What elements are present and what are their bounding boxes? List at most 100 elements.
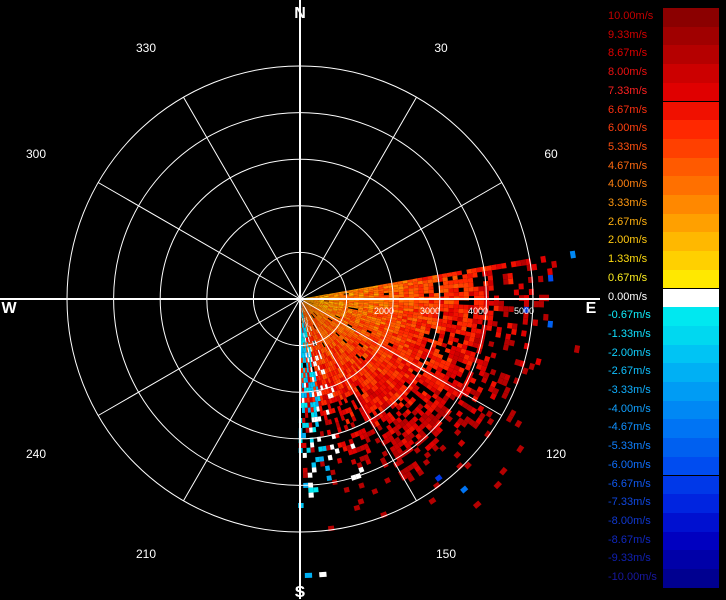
- velocity-bin: [418, 378, 425, 385]
- velocity-bin: [476, 386, 484, 394]
- velocity-bin: [451, 369, 459, 376]
- velocity-bin: [323, 389, 328, 395]
- velocity-bin: [356, 462, 363, 469]
- velocity-bin: [414, 406, 421, 413]
- velocity-bin: [320, 358, 325, 365]
- velocity-bin: [305, 327, 307, 333]
- velocity-bin: [317, 396, 321, 402]
- velocity-bin: [360, 411, 366, 418]
- velocity-bin: [504, 338, 511, 346]
- velocity-bin: [450, 328, 457, 334]
- velocity-bin: [382, 389, 388, 396]
- velocity-bin: [373, 289, 379, 292]
- velocity-bin: [363, 290, 369, 293]
- velocity-bin: [424, 378, 431, 384]
- velocity-bin: [302, 357, 305, 363]
- velocity-bin: [358, 334, 364, 339]
- velocity-bin: [364, 322, 370, 327]
- velocity-bin: [318, 320, 323, 325]
- velocity-bin: [389, 324, 396, 328]
- velocity-bin: [357, 429, 363, 436]
- velocity-bin: [408, 345, 415, 351]
- velocity-bin: [302, 332, 304, 338]
- velocity-bin: [301, 392, 305, 398]
- velocity-bin: [405, 428, 412, 436]
- velocity-bin: [452, 379, 459, 386]
- velocity-bin: [348, 389, 354, 396]
- velocity-bin: [370, 343, 376, 349]
- velocity-bin: [461, 358, 469, 365]
- velocity-bin: [317, 314, 322, 319]
- velocity-bin: [310, 402, 314, 408]
- velocity-bin: [320, 461, 325, 467]
- velocity-bin: [322, 358, 326, 364]
- velocity-bin: [364, 299, 369, 302]
- velocity-bin: [319, 354, 323, 360]
- velocity-bin: [468, 286, 474, 292]
- velocity-bin: [469, 351, 476, 358]
- velocity-bin: [462, 278, 469, 284]
- velocity-bin: [340, 365, 346, 371]
- velocity-bin: [304, 402, 308, 408]
- velocity-bin: [329, 323, 334, 328]
- velocity-bin: [391, 394, 398, 401]
- velocity-bin: [362, 367, 368, 374]
- legend-swatch: [663, 363, 719, 382]
- velocity-bin: [372, 313, 378, 317]
- velocity-bin: [306, 332, 309, 338]
- velocity-bin: [398, 310, 404, 314]
- velocity-bin: [357, 378, 363, 384]
- velocity-bin: [327, 306, 333, 309]
- velocity-bin: [332, 386, 338, 392]
- velocity-bin: [311, 325, 315, 331]
- velocity-bin: [338, 328, 344, 333]
- velocity-bin: [418, 309, 424, 313]
- velocity-bin: [338, 295, 344, 298]
- velocity-bin: [318, 327, 322, 332]
- velocity-bin: [333, 300, 339, 302]
- velocity-bin: [395, 423, 403, 430]
- velocity-bin: [317, 306, 322, 310]
- velocity-bin: [311, 335, 315, 341]
- velocity-bin: [303, 307, 306, 313]
- legend-row: 0.67m/s: [603, 269, 723, 289]
- velocity-bin: [363, 306, 369, 309]
- velocity-bin: [323, 304, 329, 307]
- velocity-bin: [308, 302, 313, 306]
- velocity-bin: [392, 450, 399, 457]
- velocity-bin: [392, 426, 399, 433]
- velocity-bin: [328, 324, 334, 329]
- velocity-bin: [306, 352, 309, 358]
- velocity-bin: [308, 316, 311, 321]
- velocity-bin: [322, 323, 327, 329]
- velocity-bin: [323, 352, 327, 358]
- velocity-bin: [390, 439, 398, 446]
- velocity-bin: [343, 424, 349, 431]
- velocity-bin: [449, 393, 456, 401]
- velocity-bin: [321, 325, 326, 330]
- velocity-bin: [303, 300, 309, 302]
- velocity-bin: [303, 307, 306, 312]
- velocity-bin: [414, 327, 421, 333]
- velocity-bin: [312, 346, 315, 352]
- velocity-bin: [426, 320, 433, 325]
- velocity-bin: [336, 312, 342, 316]
- velocity-bin: [390, 356, 397, 362]
- velocity-bin: [358, 301, 364, 303]
- velocity-bin: [384, 437, 391, 444]
- velocity-bin: [312, 325, 316, 330]
- velocity-bin: [341, 409, 347, 416]
- velocity-bin: [443, 311, 449, 316]
- velocity-bin: [393, 443, 401, 450]
- velocity-bin: [321, 390, 325, 396]
- velocity-bin: [356, 314, 362, 318]
- velocity-bin: [308, 331, 311, 337]
- velocity-bin: [386, 411, 393, 418]
- velocity-bin: [394, 436, 401, 444]
- velocity-bin: [469, 377, 477, 384]
- velocity-bin: [301, 377, 304, 383]
- velocity-bin: [483, 371, 490, 379]
- velocity-bin: [488, 280, 494, 286]
- velocity-bin: [338, 304, 344, 307]
- velocity-bin: [313, 345, 317, 351]
